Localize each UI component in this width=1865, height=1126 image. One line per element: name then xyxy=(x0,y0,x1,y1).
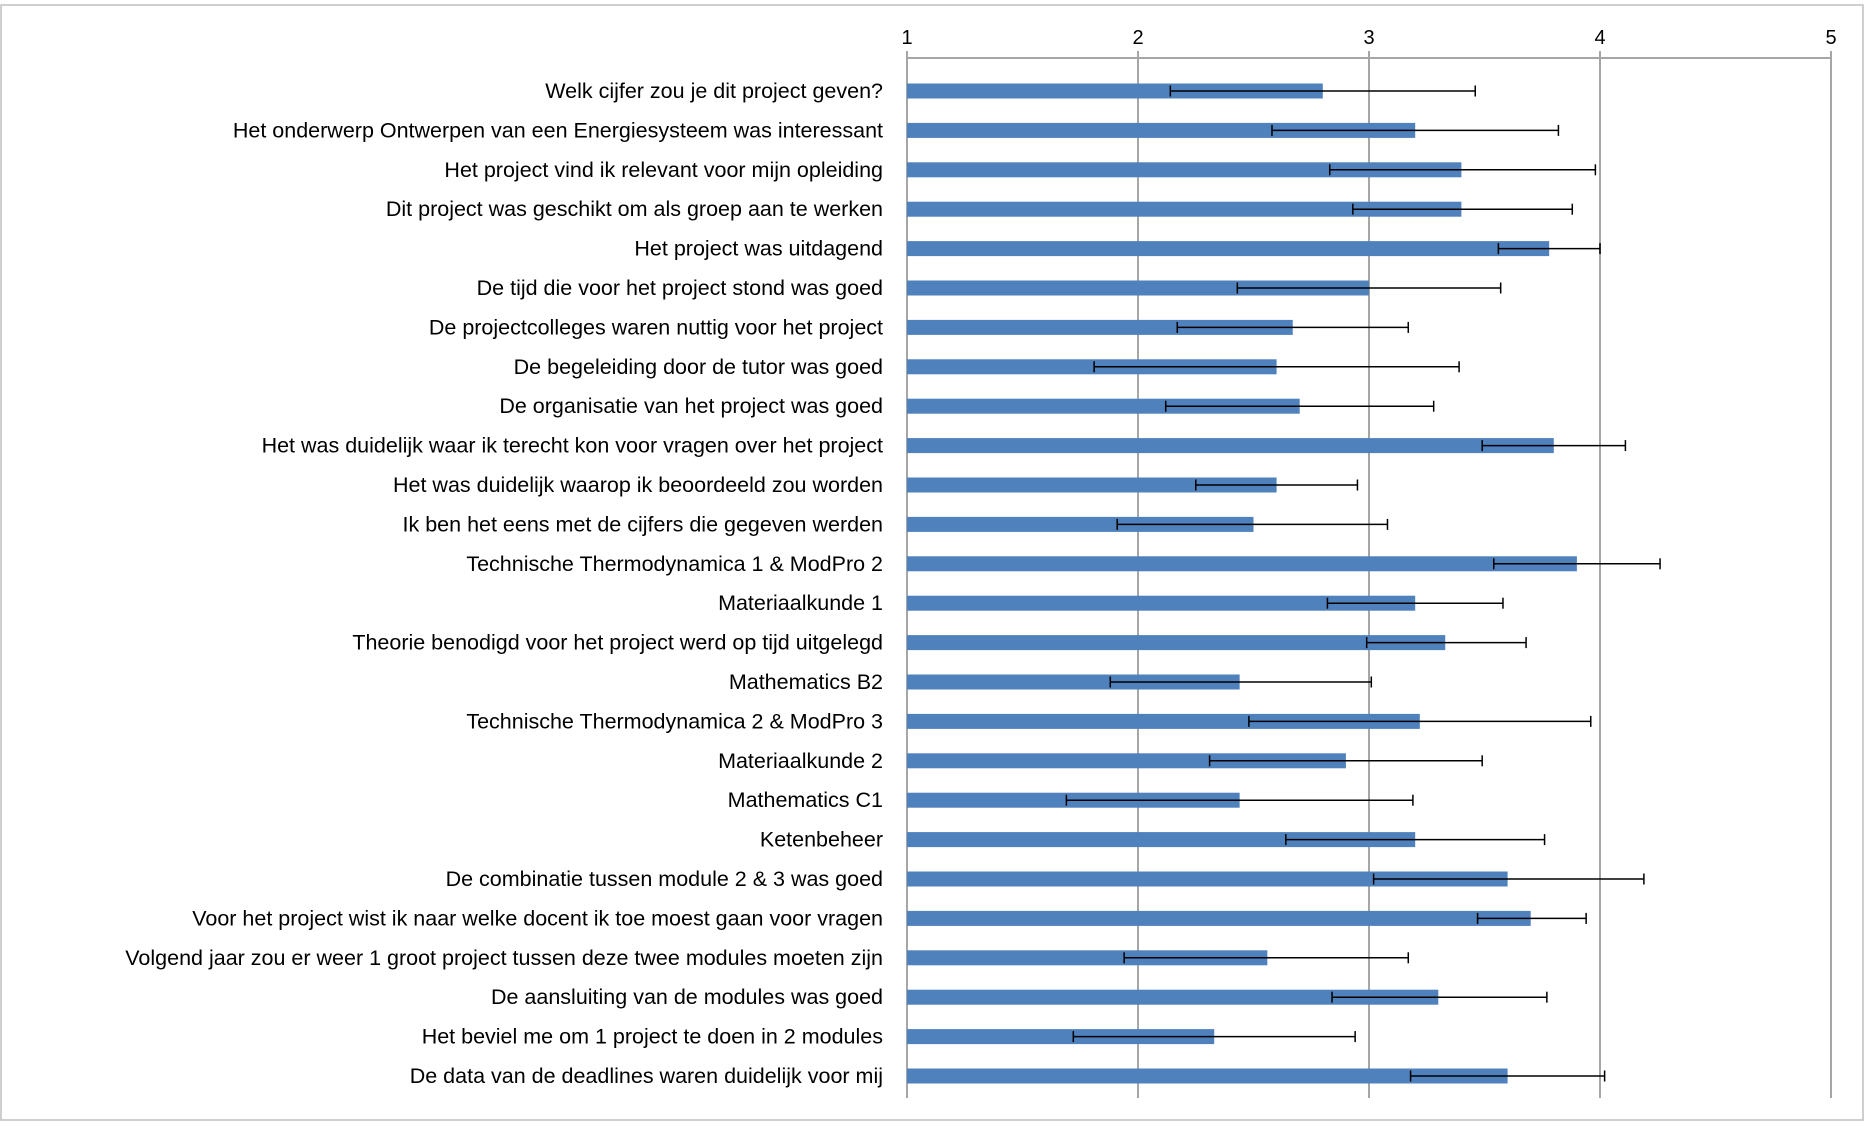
bar xyxy=(907,477,1277,493)
category-label: Ketenbeheer xyxy=(760,828,883,852)
bar xyxy=(907,516,1254,532)
category-label: De begeleiding door de tutor was goed xyxy=(514,355,883,379)
x-tick-label: 4 xyxy=(1594,27,1605,49)
bar xyxy=(907,635,1446,651)
x-tick-label: 5 xyxy=(1825,27,1836,49)
x-tick-label: 2 xyxy=(1132,27,1143,49)
category-labels: Welk cijfer zou je dit project geven? Het… xyxy=(125,79,883,1088)
bar xyxy=(907,1029,1215,1045)
category-label: Mathematics B2 xyxy=(729,670,883,694)
bar xyxy=(907,280,1369,296)
bar xyxy=(907,1068,1508,1084)
category-label: Het was duidelijk waar ik terecht kon vo… xyxy=(262,434,883,458)
bar xyxy=(907,359,1277,375)
bar xyxy=(907,950,1268,966)
bar xyxy=(907,201,1462,217)
bar xyxy=(907,753,1346,769)
category-label: Materiaalkunde 2 xyxy=(718,749,883,773)
category-label: Het was duidelijk waarop ik beoordeeld z… xyxy=(393,473,883,497)
bars xyxy=(907,83,1577,1084)
bar xyxy=(907,989,1439,1005)
category-label: Het project vind ik relevant voor mijn o… xyxy=(444,158,883,182)
category-label: De tijd die voor het project stond was g… xyxy=(477,276,883,300)
category-label: De organisatie van het project was goed xyxy=(499,394,883,418)
category-label: Theorie benodigd voor het project werd o… xyxy=(352,631,883,655)
category-label: De aansluiting van de modules was goed xyxy=(491,985,883,1009)
bar xyxy=(907,438,1554,454)
bar xyxy=(907,122,1416,138)
bar xyxy=(907,398,1300,414)
error-bars xyxy=(1065,85,1661,1082)
category-label: Dit project was geschikt om als groep aa… xyxy=(386,197,883,221)
bar xyxy=(907,83,1323,99)
category-label: Welk cijfer zou je dit project geven? xyxy=(545,79,883,103)
category-label: Het onderwerp Ontwerpen van een Energies… xyxy=(233,118,883,142)
category-label: Het beviel me om 1 project te doen in 2 … xyxy=(422,1025,883,1049)
chart-area-border xyxy=(0,4,1864,1121)
category-label: Technische Thermodynamica 1 & ModPro 2 xyxy=(466,552,883,576)
category-label: Het project was uitdagend xyxy=(634,237,883,261)
bar xyxy=(907,162,1462,178)
bar xyxy=(907,556,1577,572)
bar xyxy=(907,595,1416,611)
bar xyxy=(907,910,1531,926)
bar xyxy=(907,241,1550,257)
bar xyxy=(907,713,1420,729)
x-tick-label: 1 xyxy=(901,27,912,49)
bar xyxy=(907,871,1508,887)
category-label: De projectcolleges waren nuttig voor het… xyxy=(429,315,883,339)
category-label: Volgend jaar zou er weer 1 groot project… xyxy=(125,946,883,970)
category-label: Technische Thermodynamica 2 & ModPro 3 xyxy=(466,709,883,733)
category-label: Voor het project wist ik naar welke doce… xyxy=(192,906,883,930)
category-label: Mathematics C1 xyxy=(728,788,883,812)
category-label: Ik ben het eens met de cijfers die gegev… xyxy=(403,512,883,536)
bar xyxy=(907,674,1240,690)
bar xyxy=(907,832,1416,848)
bar xyxy=(907,319,1293,335)
category-label: Materiaalkunde 1 xyxy=(718,591,883,615)
x-tick-label: 3 xyxy=(1363,27,1374,49)
category-label: De data van de deadlines waren duidelijk… xyxy=(410,1064,883,1088)
x-axis: 1 2 3 4 5 xyxy=(901,27,1837,59)
category-label: De combinatie tussen module 2 & 3 was go… xyxy=(446,867,883,891)
